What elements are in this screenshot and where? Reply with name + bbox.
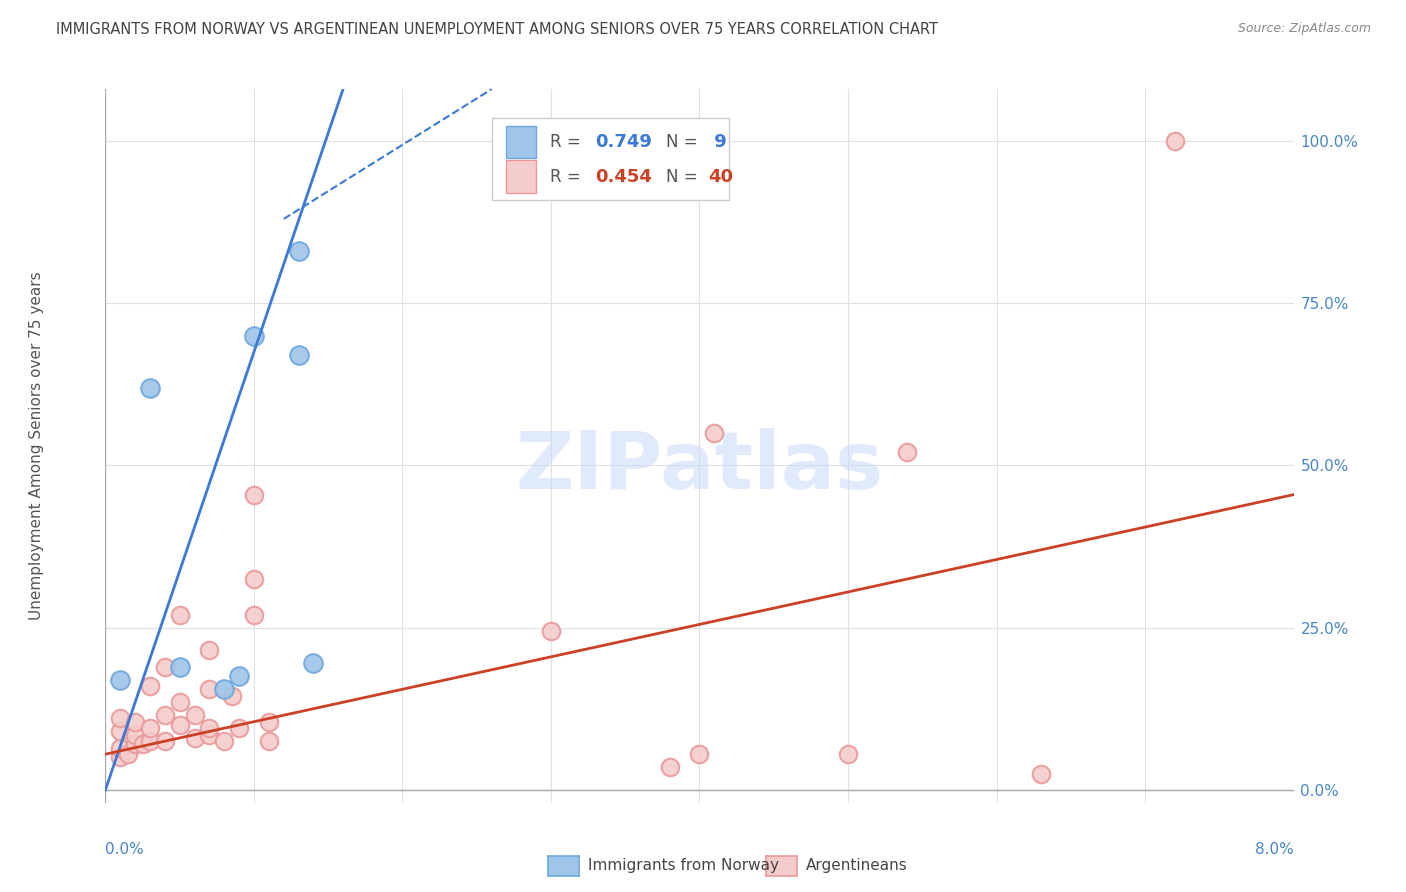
Point xyxy=(287,348,309,362)
Point xyxy=(703,425,725,440)
Point xyxy=(153,708,176,723)
Text: R =: R = xyxy=(550,134,586,152)
Point xyxy=(139,679,162,693)
Text: N =: N = xyxy=(666,168,703,186)
Point xyxy=(214,682,236,697)
Point xyxy=(110,673,132,687)
FancyBboxPatch shape xyxy=(506,161,536,193)
Point xyxy=(243,607,266,622)
Point xyxy=(896,445,918,459)
Point xyxy=(198,682,221,697)
Point xyxy=(124,728,146,742)
Text: Source: ZipAtlas.com: Source: ZipAtlas.com xyxy=(1237,22,1371,36)
Point xyxy=(110,740,132,755)
Text: Argentineans: Argentineans xyxy=(806,858,907,872)
Text: Immigrants from Norway: Immigrants from Norway xyxy=(588,858,779,872)
Point xyxy=(228,721,250,735)
Point xyxy=(183,708,205,723)
Point xyxy=(169,607,191,622)
Point xyxy=(302,657,325,671)
Point xyxy=(117,747,139,761)
Point xyxy=(131,738,153,752)
Text: IMMIGRANTS FROM NORWAY VS ARGENTINEAN UNEMPLOYMENT AMONG SENIORS OVER 75 YEARS C: IMMIGRANTS FROM NORWAY VS ARGENTINEAN UN… xyxy=(56,22,938,37)
Point xyxy=(689,747,711,761)
Point xyxy=(139,381,162,395)
Text: 0.749: 0.749 xyxy=(595,134,652,152)
Point xyxy=(540,624,562,638)
Point xyxy=(169,695,191,709)
Point xyxy=(243,572,266,586)
Point xyxy=(139,721,162,735)
Point xyxy=(243,488,266,502)
Text: 0.0%: 0.0% xyxy=(105,842,145,857)
Point xyxy=(110,724,132,739)
Point xyxy=(228,669,250,683)
Point xyxy=(198,721,221,735)
Point xyxy=(221,689,243,703)
Point xyxy=(257,734,280,748)
Point xyxy=(837,747,859,761)
Point xyxy=(153,659,176,673)
Point xyxy=(124,738,146,752)
Point xyxy=(257,714,280,729)
Text: 9: 9 xyxy=(707,134,727,152)
Text: 8.0%: 8.0% xyxy=(1254,842,1294,857)
FancyBboxPatch shape xyxy=(506,126,536,158)
Point xyxy=(183,731,205,745)
Text: 40: 40 xyxy=(707,168,733,186)
Text: N =: N = xyxy=(666,134,703,152)
Point xyxy=(1164,134,1187,148)
Text: R =: R = xyxy=(550,168,586,186)
Point xyxy=(124,714,146,729)
Point xyxy=(1029,766,1052,780)
Text: Unemployment Among Seniors over 75 years: Unemployment Among Seniors over 75 years xyxy=(30,272,44,620)
Text: ZIPatlas: ZIPatlas xyxy=(516,428,883,507)
Point xyxy=(243,328,266,343)
Point xyxy=(198,728,221,742)
Point xyxy=(139,734,162,748)
Point xyxy=(110,711,132,725)
Point xyxy=(169,718,191,732)
Text: 0.454: 0.454 xyxy=(595,168,652,186)
Point xyxy=(153,734,176,748)
Point xyxy=(214,734,236,748)
Point xyxy=(287,244,309,259)
FancyBboxPatch shape xyxy=(492,118,730,200)
Point xyxy=(198,643,221,657)
Point xyxy=(658,760,681,774)
Point xyxy=(169,659,191,673)
Point xyxy=(110,750,132,764)
